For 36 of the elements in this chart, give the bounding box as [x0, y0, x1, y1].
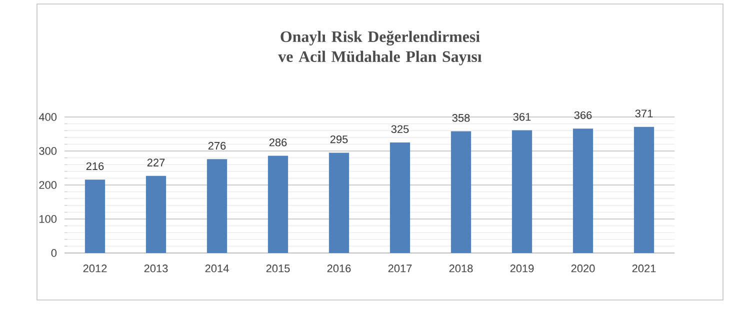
- bar: [512, 130, 532, 253]
- y-tick-label: 300: [39, 147, 57, 155]
- y-tick-label: 200: [39, 181, 57, 189]
- bar: [572, 128, 594, 253]
- data-label: 286: [269, 138, 287, 146]
- bar: [634, 126, 654, 253]
- x-tick-label: 2013: [144, 264, 168, 272]
- data-label: 371: [635, 110, 653, 118]
- data-label: 216: [86, 162, 104, 170]
- y-tick-label: 0: [51, 249, 57, 257]
- x-tick-label: 2018: [449, 264, 473, 272]
- x-tick-label: 2021: [632, 264, 656, 272]
- bar: [268, 156, 288, 253]
- x-tick-label: 2015: [266, 264, 290, 272]
- bar: [450, 131, 472, 253]
- data-label: 325: [391, 125, 409, 134]
- data-label: 361: [513, 113, 531, 121]
- x-tick-label: 2020: [571, 264, 595, 272]
- bar: [84, 180, 106, 253]
- x-tick-label: 2012: [83, 264, 107, 272]
- data-label: 366: [574, 111, 592, 120]
- data-label: 358: [452, 114, 470, 122]
- bar: [328, 152, 350, 253]
- x-tick-label: 2016: [327, 264, 351, 272]
- data-label: 295: [330, 135, 348, 144]
- bar: [390, 142, 410, 253]
- x-tick-label: 2019: [510, 264, 534, 272]
- chart-title: Onaylı Risk Değerlendirmesi ve Acil Müdahale Plan Sayısı: [278, 30, 482, 66]
- bar: [146, 176, 166, 253]
- data-label: 276: [208, 142, 226, 150]
- data-label: 227: [147, 158, 165, 166]
- x-tick-label: 2014: [205, 264, 229, 272]
- x-tick-label: 2017: [388, 264, 412, 272]
- y-tick-label: 100: [40, 215, 57, 223]
- y-tick-label: 400: [38, 113, 57, 121]
- bar: [206, 159, 228, 253]
